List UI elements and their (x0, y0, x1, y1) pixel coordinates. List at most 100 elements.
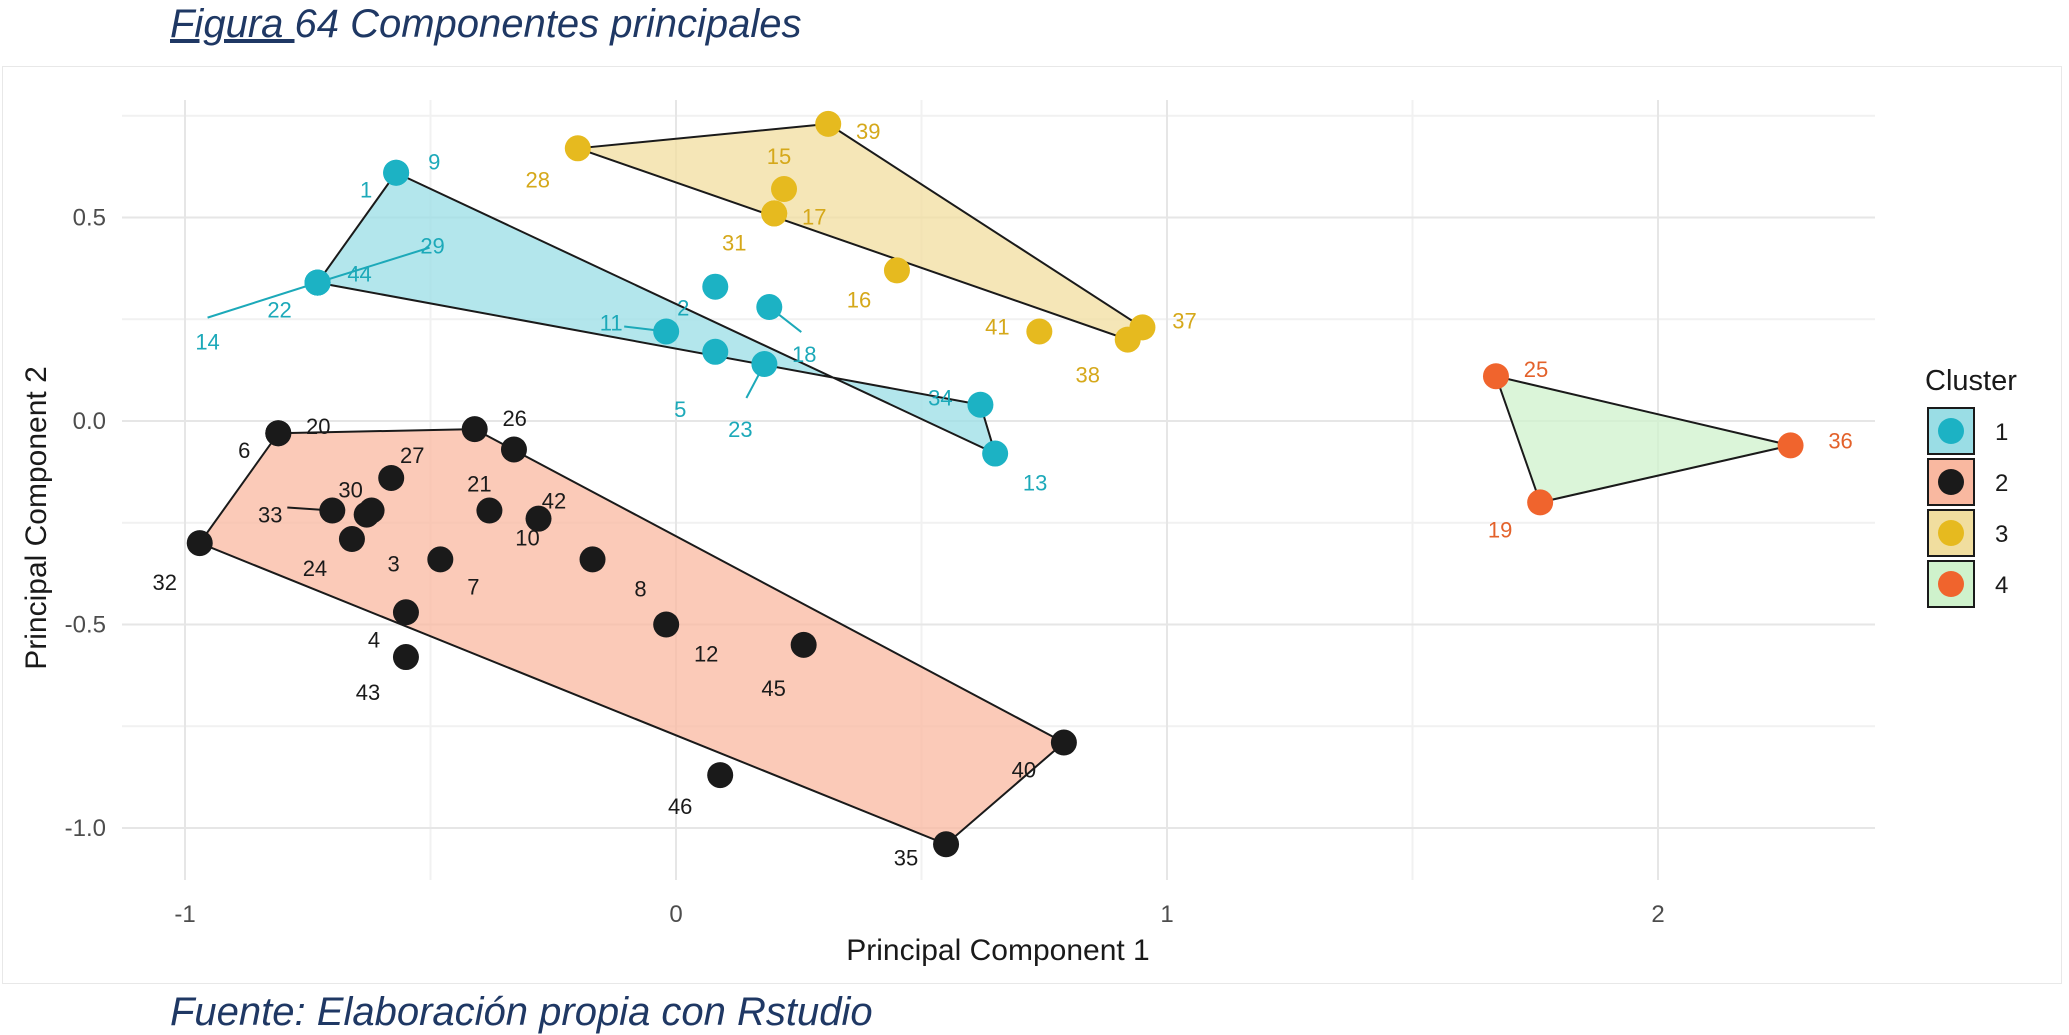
legend-label-1: 1 (1995, 419, 2008, 446)
x-tick-label: 1 (1160, 901, 1173, 928)
cluster-4-hull (1494, 374, 1791, 504)
point-label-18: 18 (792, 342, 816, 367)
point-label-38: 38 (1075, 363, 1099, 388)
legend-dot-3 (1938, 520, 1964, 546)
point-label-22: 22 (267, 298, 291, 323)
leader-line (317, 246, 430, 284)
point-label-20: 20 (306, 414, 330, 439)
point-label-17: 17 (802, 204, 826, 229)
point-13 (982, 440, 1009, 467)
point-40 (1050, 729, 1077, 756)
point-label-37: 37 (1172, 308, 1196, 333)
grid-lines (122, 100, 1875, 880)
point-3 (353, 501, 380, 528)
x-tick-label: 0 (669, 901, 682, 928)
point-label-21: 21 (467, 472, 491, 497)
y-axis-title: Principal Component 2 (20, 366, 53, 670)
y-tick-label: 0.5 (73, 205, 106, 232)
point-19 (1527, 489, 1554, 516)
point-label-46: 46 (668, 794, 692, 819)
point-23 (751, 351, 778, 378)
point-41 (1026, 318, 1053, 345)
cluster-2-hull (198, 428, 1066, 846)
point-label-8: 8 (634, 576, 646, 601)
point-43 (392, 644, 419, 671)
point-label-27: 27 (400, 443, 424, 468)
point-label-40: 40 (1012, 758, 1036, 783)
point-34 (967, 391, 994, 418)
cluster-hulls (198, 122, 1791, 846)
source-caption: Fuente: Elaboración propia con Rstudio (170, 990, 873, 1034)
point-18 (756, 294, 783, 321)
point-label-13: 13 (1023, 471, 1047, 496)
point-label-19: 19 (1488, 517, 1512, 542)
point-label-16: 16 (847, 287, 871, 312)
point-1 (383, 159, 410, 186)
point-label-24: 24 (303, 556, 327, 581)
point-label-35: 35 (894, 845, 918, 870)
x-tick-label: -1 (174, 901, 195, 928)
legend: Cluster 1 2 3 4 (1925, 365, 2017, 608)
x-axis-title: Principal Component 1 (846, 934, 1150, 967)
legend-dot-4 (1938, 571, 1964, 597)
legend-dot-1 (1938, 418, 1964, 444)
point-label-12: 12 (694, 642, 718, 667)
point-label-41: 41 (985, 314, 1009, 339)
point-21 (476, 497, 503, 524)
cluster-1-points: 9 1 22 44 14 29 2 11 18 5 23 34 13 (195, 150, 1047, 496)
point-4 (392, 599, 419, 626)
point-label-45: 45 (761, 676, 785, 701)
x-tick-label: 2 (1651, 901, 1664, 928)
point-39 (815, 110, 842, 137)
point-5 (702, 338, 729, 365)
point-label-26: 26 (502, 406, 526, 431)
point-label-10: 10 (515, 526, 539, 551)
point-35 (933, 831, 960, 858)
point-label-28: 28 (526, 167, 550, 192)
point-10 (525, 505, 552, 532)
point-32 (186, 530, 213, 557)
point-38 (1114, 326, 1141, 353)
cluster-3-points: 28 39 15 17 31 16 41 37 38 (526, 110, 1197, 388)
legend-dot-2 (1938, 469, 1964, 495)
point-label-29: 29 (420, 234, 444, 259)
point-label-44: 44 (347, 262, 371, 287)
point-label-7: 7 (467, 574, 479, 599)
y-tick-label: -1.0 (65, 815, 106, 842)
point-label-39: 39 (856, 119, 880, 144)
point-28 (564, 135, 591, 162)
y-tick-label: 0.0 (73, 408, 106, 435)
point-25 (1482, 363, 1509, 390)
y-tick-label: -0.5 (65, 612, 106, 639)
point-label-15: 15 (767, 144, 791, 169)
point-45 (790, 631, 817, 658)
point-label-36: 36 (1828, 428, 1852, 453)
figure-word: Figura (170, 2, 295, 46)
point-label-14: 14 (195, 330, 219, 355)
point-label-11: 11 (600, 310, 623, 335)
plot-frame (2, 66, 2062, 984)
point-label-4: 4 (368, 627, 380, 652)
figure-title: 64 Componentes principales (294, 2, 802, 46)
legend-label-3: 3 (1995, 521, 2008, 548)
point-24 (338, 526, 365, 553)
point-label-25: 25 (1524, 357, 1548, 382)
point-label-23: 23 (728, 417, 752, 442)
point-label-2: 2 (677, 296, 689, 321)
point-31 (761, 200, 788, 227)
legend-label-4: 4 (1995, 572, 2008, 599)
point-label-9: 9 (428, 150, 440, 175)
point-27 (378, 464, 405, 491)
point-label-3: 3 (388, 552, 400, 577)
point-8 (579, 546, 606, 573)
point-33 (319, 497, 346, 524)
cluster-4-points: 25 36 19 (1482, 357, 1853, 542)
point-2 (702, 273, 729, 300)
point-16 (883, 257, 910, 284)
point-label-6: 6 (238, 438, 250, 463)
point-label-32: 32 (152, 570, 176, 595)
point-42 (500, 436, 527, 463)
point-label-30: 30 (338, 478, 362, 503)
legend-title: Cluster (1925, 365, 2017, 397)
